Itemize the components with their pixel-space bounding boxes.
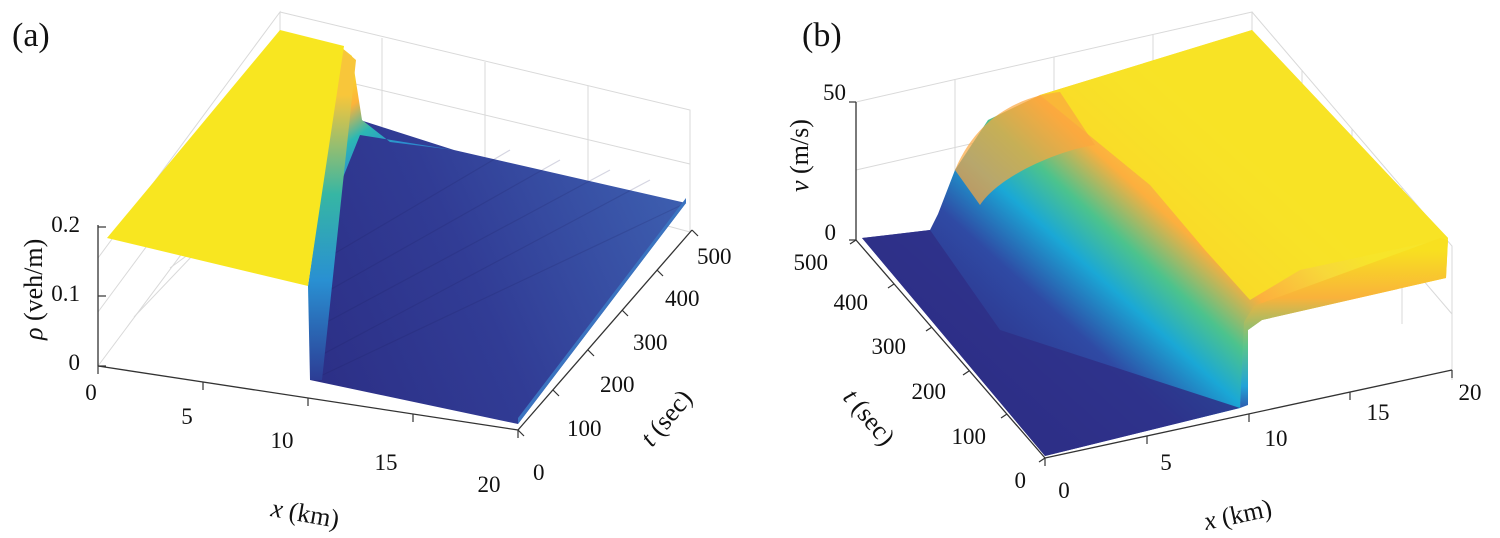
panel-b-t-tick-5: 500 [794,250,829,275]
panel-a-label: (a) [12,17,50,54]
panel-a-surface-wall [308,48,356,380]
panel-a-surface-high [107,30,344,286]
panel-b-x-tick-1: 5 [1160,450,1172,475]
panel-a: 0 0.1 0.2 0 5 10 15 20 0 100 200 300 400… [12,10,732,534]
panel-a-t-tick-5: 500 [697,244,732,269]
panel-b-surface-low [862,230,1240,456]
panel-b-x-tick-4: 20 [1459,380,1482,405]
panel-a-z-tick-2: 0.2 [51,212,80,237]
panel-b-z-tick-0: 0 [825,220,837,245]
panel-a-t-tick-1: 100 [567,416,602,441]
panel-a-x-tick-2: 10 [271,428,294,453]
panel-b-ylabel: t (sec) [837,383,901,451]
panel-b-t-tick-4: 400 [834,290,869,315]
panel-a-zlabel: ρ (veh/m) [19,239,48,341]
panel-a-z-tick-0: 0 [69,350,81,375]
panel-b-surface-front [1240,238,1448,408]
panel-b-t-tick-1: 100 [952,424,987,449]
panel-a-z-tick-1: 0.1 [51,281,80,306]
panel-b-x-tick-2: 10 [1265,426,1288,451]
panel-a-t-tick-0: 0 [533,460,545,485]
panel-a-surface-low [310,120,686,424]
panel-a-x-tick-4: 20 [478,472,501,497]
panel-a-xlabel: x (km) [268,493,342,534]
panel-b-x-tick-3: 15 [1367,400,1390,425]
panel-a-t-tick-2: 200 [600,372,635,397]
panel-b-x-tick-0: 0 [1058,478,1070,503]
panel-a-t-tick-4: 400 [665,286,700,311]
panel-a-ylabel: t (sec) [634,384,698,452]
panel-b-z-tick-1: 50 [823,80,846,105]
panel-b-label: (b) [802,17,842,54]
panel-b-surface-plateau [1040,30,1448,300]
panel-b-t-tick-2: 200 [912,379,947,404]
panel-a-x-tick-1: 5 [181,404,193,429]
panel-b-zlabel: v (m/s) [785,119,814,192]
panel-b-t-tick-3: 300 [872,334,907,359]
panel-b: 0 50 0 100 200 300 400 500 0 5 10 15 20 … [785,11,1482,536]
panel-b-t-tick-0: 0 [1015,468,1027,493]
panel-a-x-tick-0: 0 [85,380,97,405]
panel-a-t-tick-3: 300 [633,330,668,355]
panel-a-x-tick-3: 15 [375,450,398,475]
panel-b-xlabel: x (km) [1200,493,1274,536]
